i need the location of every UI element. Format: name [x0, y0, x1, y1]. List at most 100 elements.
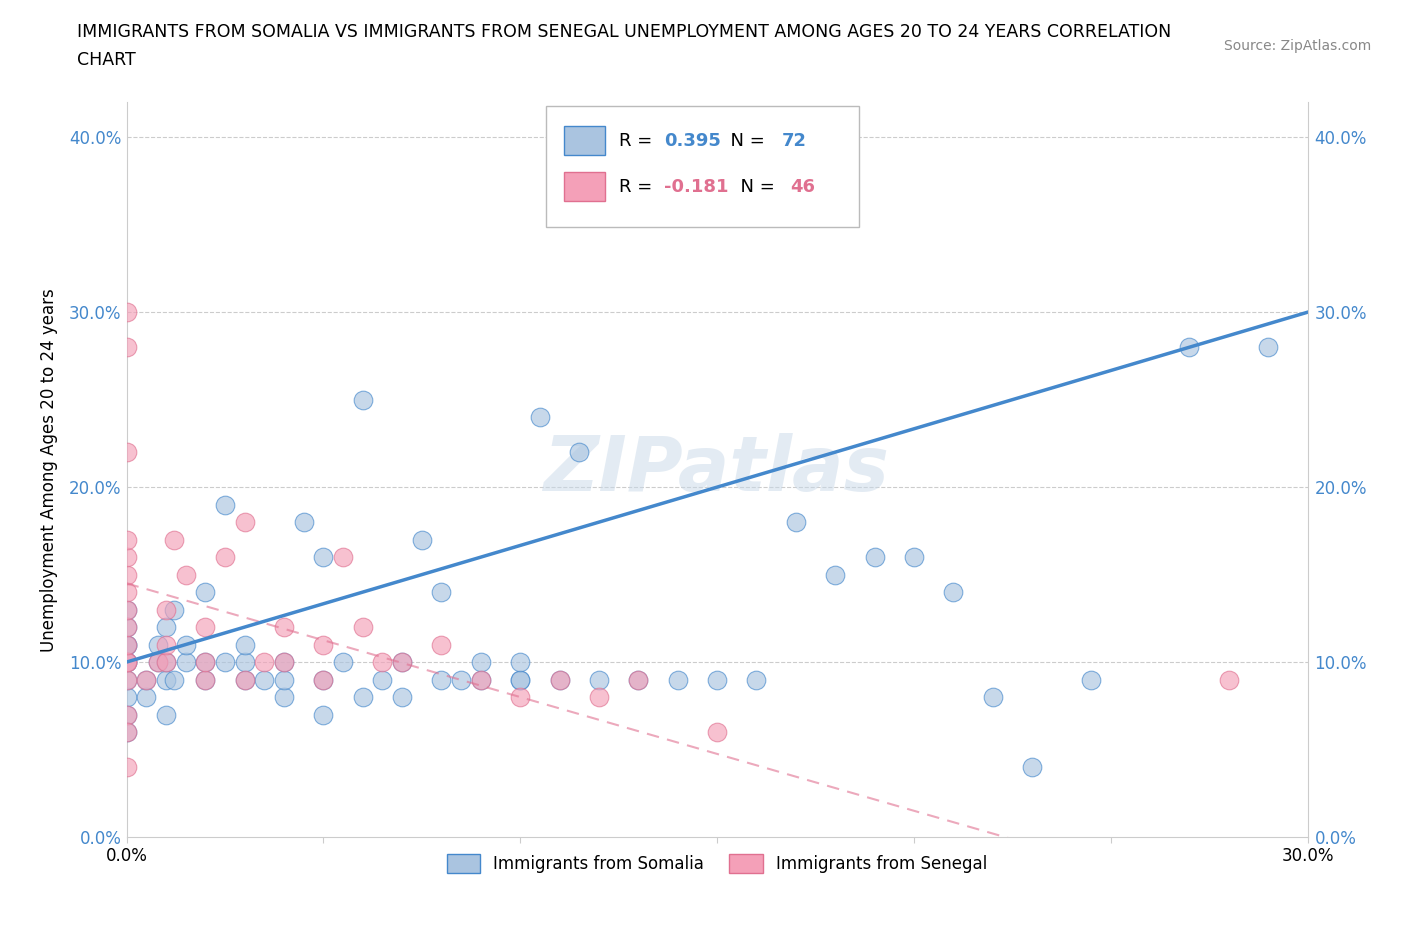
Text: N =: N =: [728, 178, 780, 196]
Text: R =: R =: [619, 178, 658, 196]
Point: [706, 672, 728, 687]
FancyBboxPatch shape: [564, 172, 605, 202]
Text: -0.181: -0.181: [664, 178, 728, 196]
Point: [155, 637, 177, 652]
Point: [174, 655, 197, 670]
Point: [745, 672, 768, 687]
Point: [146, 637, 169, 652]
Point: [1257, 339, 1279, 354]
Point: [548, 672, 571, 687]
Point: [146, 655, 169, 670]
Point: [332, 655, 354, 670]
Point: [273, 690, 295, 705]
Point: [115, 637, 138, 652]
Point: [253, 672, 276, 687]
Point: [568, 445, 591, 459]
Text: IMMIGRANTS FROM SOMALIA VS IMMIGRANTS FROM SENEGAL UNEMPLOYMENT AMONG AGES 20 TO: IMMIGRANTS FROM SOMALIA VS IMMIGRANTS FR…: [77, 23, 1171, 41]
Point: [233, 655, 256, 670]
Point: [509, 690, 531, 705]
Point: [194, 655, 217, 670]
Point: [430, 637, 453, 652]
FancyBboxPatch shape: [546, 106, 859, 227]
Point: [1178, 339, 1201, 354]
Point: [115, 305, 138, 320]
Point: [115, 707, 138, 722]
Point: [155, 619, 177, 634]
Point: [470, 672, 492, 687]
Point: [115, 690, 138, 705]
Point: [1218, 672, 1240, 687]
Point: [146, 655, 169, 670]
Point: [163, 532, 186, 547]
Point: [391, 690, 413, 705]
Point: [214, 655, 236, 670]
Point: [824, 567, 846, 582]
Point: [430, 585, 453, 600]
Point: [942, 585, 965, 600]
Point: [706, 200, 728, 215]
Point: [115, 567, 138, 582]
Point: [174, 637, 197, 652]
Point: [194, 585, 217, 600]
Point: [115, 655, 138, 670]
Point: [312, 672, 335, 687]
Text: ZIPatlas: ZIPatlas: [544, 432, 890, 507]
Point: [115, 619, 138, 634]
Point: [785, 514, 807, 529]
Point: [312, 637, 335, 652]
Point: [115, 655, 138, 670]
Text: R =: R =: [619, 131, 658, 150]
FancyBboxPatch shape: [564, 126, 605, 155]
Point: [470, 672, 492, 687]
Point: [1021, 760, 1043, 775]
Point: [371, 655, 394, 670]
Point: [903, 550, 925, 565]
Text: 0.395: 0.395: [664, 131, 721, 150]
Point: [115, 672, 138, 687]
Point: [115, 585, 138, 600]
Point: [273, 672, 295, 687]
Point: [509, 655, 531, 670]
Point: [863, 550, 886, 565]
Point: [214, 498, 236, 512]
Point: [155, 602, 177, 617]
Point: [588, 690, 610, 705]
Point: [194, 619, 217, 634]
Point: [194, 672, 217, 687]
Text: 46: 46: [790, 178, 815, 196]
Point: [233, 637, 256, 652]
Point: [627, 672, 650, 687]
Point: [115, 637, 138, 652]
Point: [115, 724, 138, 739]
Point: [115, 602, 138, 617]
Text: CHART: CHART: [77, 51, 136, 69]
Point: [115, 602, 138, 617]
Text: 72: 72: [782, 131, 807, 150]
Point: [509, 672, 531, 687]
Point: [115, 339, 138, 354]
Point: [312, 550, 335, 565]
Point: [666, 672, 689, 687]
Text: N =: N =: [720, 131, 770, 150]
Point: [135, 672, 157, 687]
Point: [529, 410, 551, 425]
Point: [135, 672, 157, 687]
Point: [391, 655, 413, 670]
Point: [352, 619, 374, 634]
Point: [194, 672, 217, 687]
Text: Source: ZipAtlas.com: Source: ZipAtlas.com: [1223, 39, 1371, 53]
Legend: Immigrants from Somalia, Immigrants from Senegal: Immigrants from Somalia, Immigrants from…: [440, 847, 994, 880]
Point: [115, 724, 138, 739]
Point: [1080, 672, 1102, 687]
Point: [115, 672, 138, 687]
Point: [312, 707, 335, 722]
Point: [706, 724, 728, 739]
Point: [155, 655, 177, 670]
Point: [450, 672, 472, 687]
Point: [292, 514, 315, 529]
Point: [174, 567, 197, 582]
Point: [115, 655, 138, 670]
Point: [273, 655, 295, 670]
Point: [253, 655, 276, 670]
Point: [371, 672, 394, 687]
